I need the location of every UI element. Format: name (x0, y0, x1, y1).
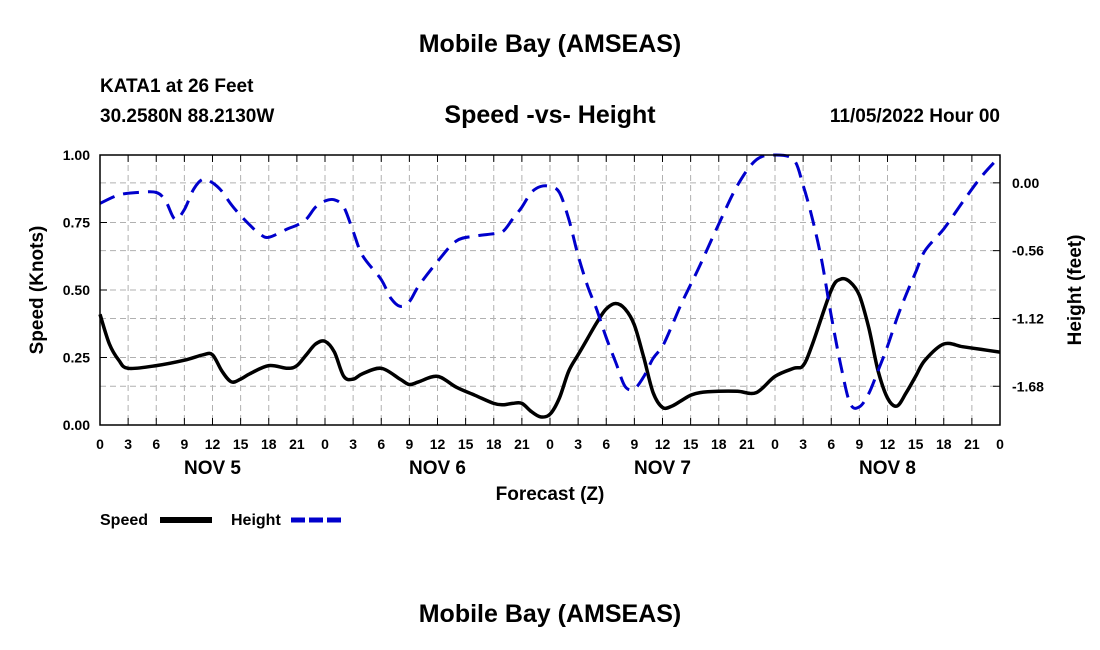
chart-title: Mobile Bay (AMSEAS) (418, 30, 682, 58)
x-tick-label: 9 (405, 436, 413, 452)
x-tick-label: 0 (321, 436, 329, 452)
speed-series-line (98, 276, 1001, 419)
x-tick-label: 6 (377, 436, 385, 452)
x-tick-label: 15 (233, 436, 249, 452)
station-label: KATA1 at 26 Feet (100, 76, 254, 97)
x-tick-label: 3 (124, 436, 132, 452)
x-tick-label: 18 (261, 436, 277, 452)
x-tick-label: 0 (546, 436, 554, 452)
x-tick-label: 12 (655, 436, 671, 452)
legend: Speed Height (100, 512, 343, 529)
y-tick-label: 0.00 (63, 417, 90, 433)
legend-speed-label: Speed (100, 512, 148, 529)
forecast-datetime: 11/05/2022 Hour 00 (829, 106, 1000, 127)
y2-tick-label: -0.56 (1012, 243, 1044, 259)
x-tick-label: 9 (630, 436, 638, 452)
x-tick-label: 21 (514, 436, 530, 452)
x-tick-label: 6 (602, 436, 610, 452)
x-tick-label: 6 (152, 436, 160, 452)
x-tick-label: 0 (96, 436, 104, 452)
x-day-label: NOV 8 (859, 458, 916, 479)
x-tick-label: 15 (908, 436, 924, 452)
y2-axis-title: Height (feet) (1065, 235, 1086, 346)
series-layer (98, 153, 1002, 419)
x-day-label: NOV 5 (184, 458, 241, 479)
height-series-line (99, 153, 1002, 410)
x-tick-label: 15 (458, 436, 474, 452)
x-tick-label: 21 (739, 436, 755, 452)
x-tick-label: 9 (855, 436, 863, 452)
chart-subtitle: Speed -vs- Height (444, 101, 656, 129)
x-tick-label: 21 (289, 436, 305, 452)
y-tick-label: 0.75 (63, 215, 90, 231)
x-day-label: NOV 6 (409, 458, 466, 479)
x-tick-label: 6 (827, 436, 835, 452)
y-tick-label: 0.25 (63, 350, 90, 366)
x-tick-label: 3 (574, 436, 582, 452)
x-tick-label: 18 (711, 436, 727, 452)
x-tick-label: 3 (349, 436, 357, 452)
y2-tick-label: -1.12 (1012, 310, 1044, 326)
x-tick-label: 12 (205, 436, 221, 452)
footer-title: Mobile Bay (AMSEAS) (418, 600, 682, 628)
x-tick-label: 9 (180, 436, 188, 452)
y-axis-title: Speed (Knots) (27, 226, 48, 355)
x-tick-label: 18 (936, 436, 952, 452)
y-tick-label: 1.00 (63, 147, 90, 163)
x-tick-label: 18 (486, 436, 502, 452)
x-tick-label: 0 (771, 436, 779, 452)
station-coordinates: 30.2580N 88.2130W (100, 106, 275, 127)
y-tick-label: 0.50 (63, 282, 90, 298)
axes: 0 3 6 9 12 15 18 21 0 3 6 9 12 15 18 21 0 3 6 9 12 15 18 21 0 3 6 9… (63, 147, 1044, 479)
x-tick-label: 15 (683, 436, 699, 452)
x-tick-label: 3 (799, 436, 807, 452)
x-tick-label: 12 (430, 436, 446, 452)
x-tick-label: 0 (996, 436, 1004, 452)
x-axis-title: Forecast (Z) (496, 484, 605, 505)
x-tick-label: 21 (964, 436, 980, 452)
x-day-label: NOV 7 (634, 458, 691, 479)
legend-height-label: Height (231, 512, 281, 529)
y2-tick-label: 0.00 (1012, 175, 1039, 191)
grid (100, 155, 1000, 425)
y2-tick-label: -1.68 (1012, 378, 1044, 394)
x-tick-label: 12 (880, 436, 896, 452)
